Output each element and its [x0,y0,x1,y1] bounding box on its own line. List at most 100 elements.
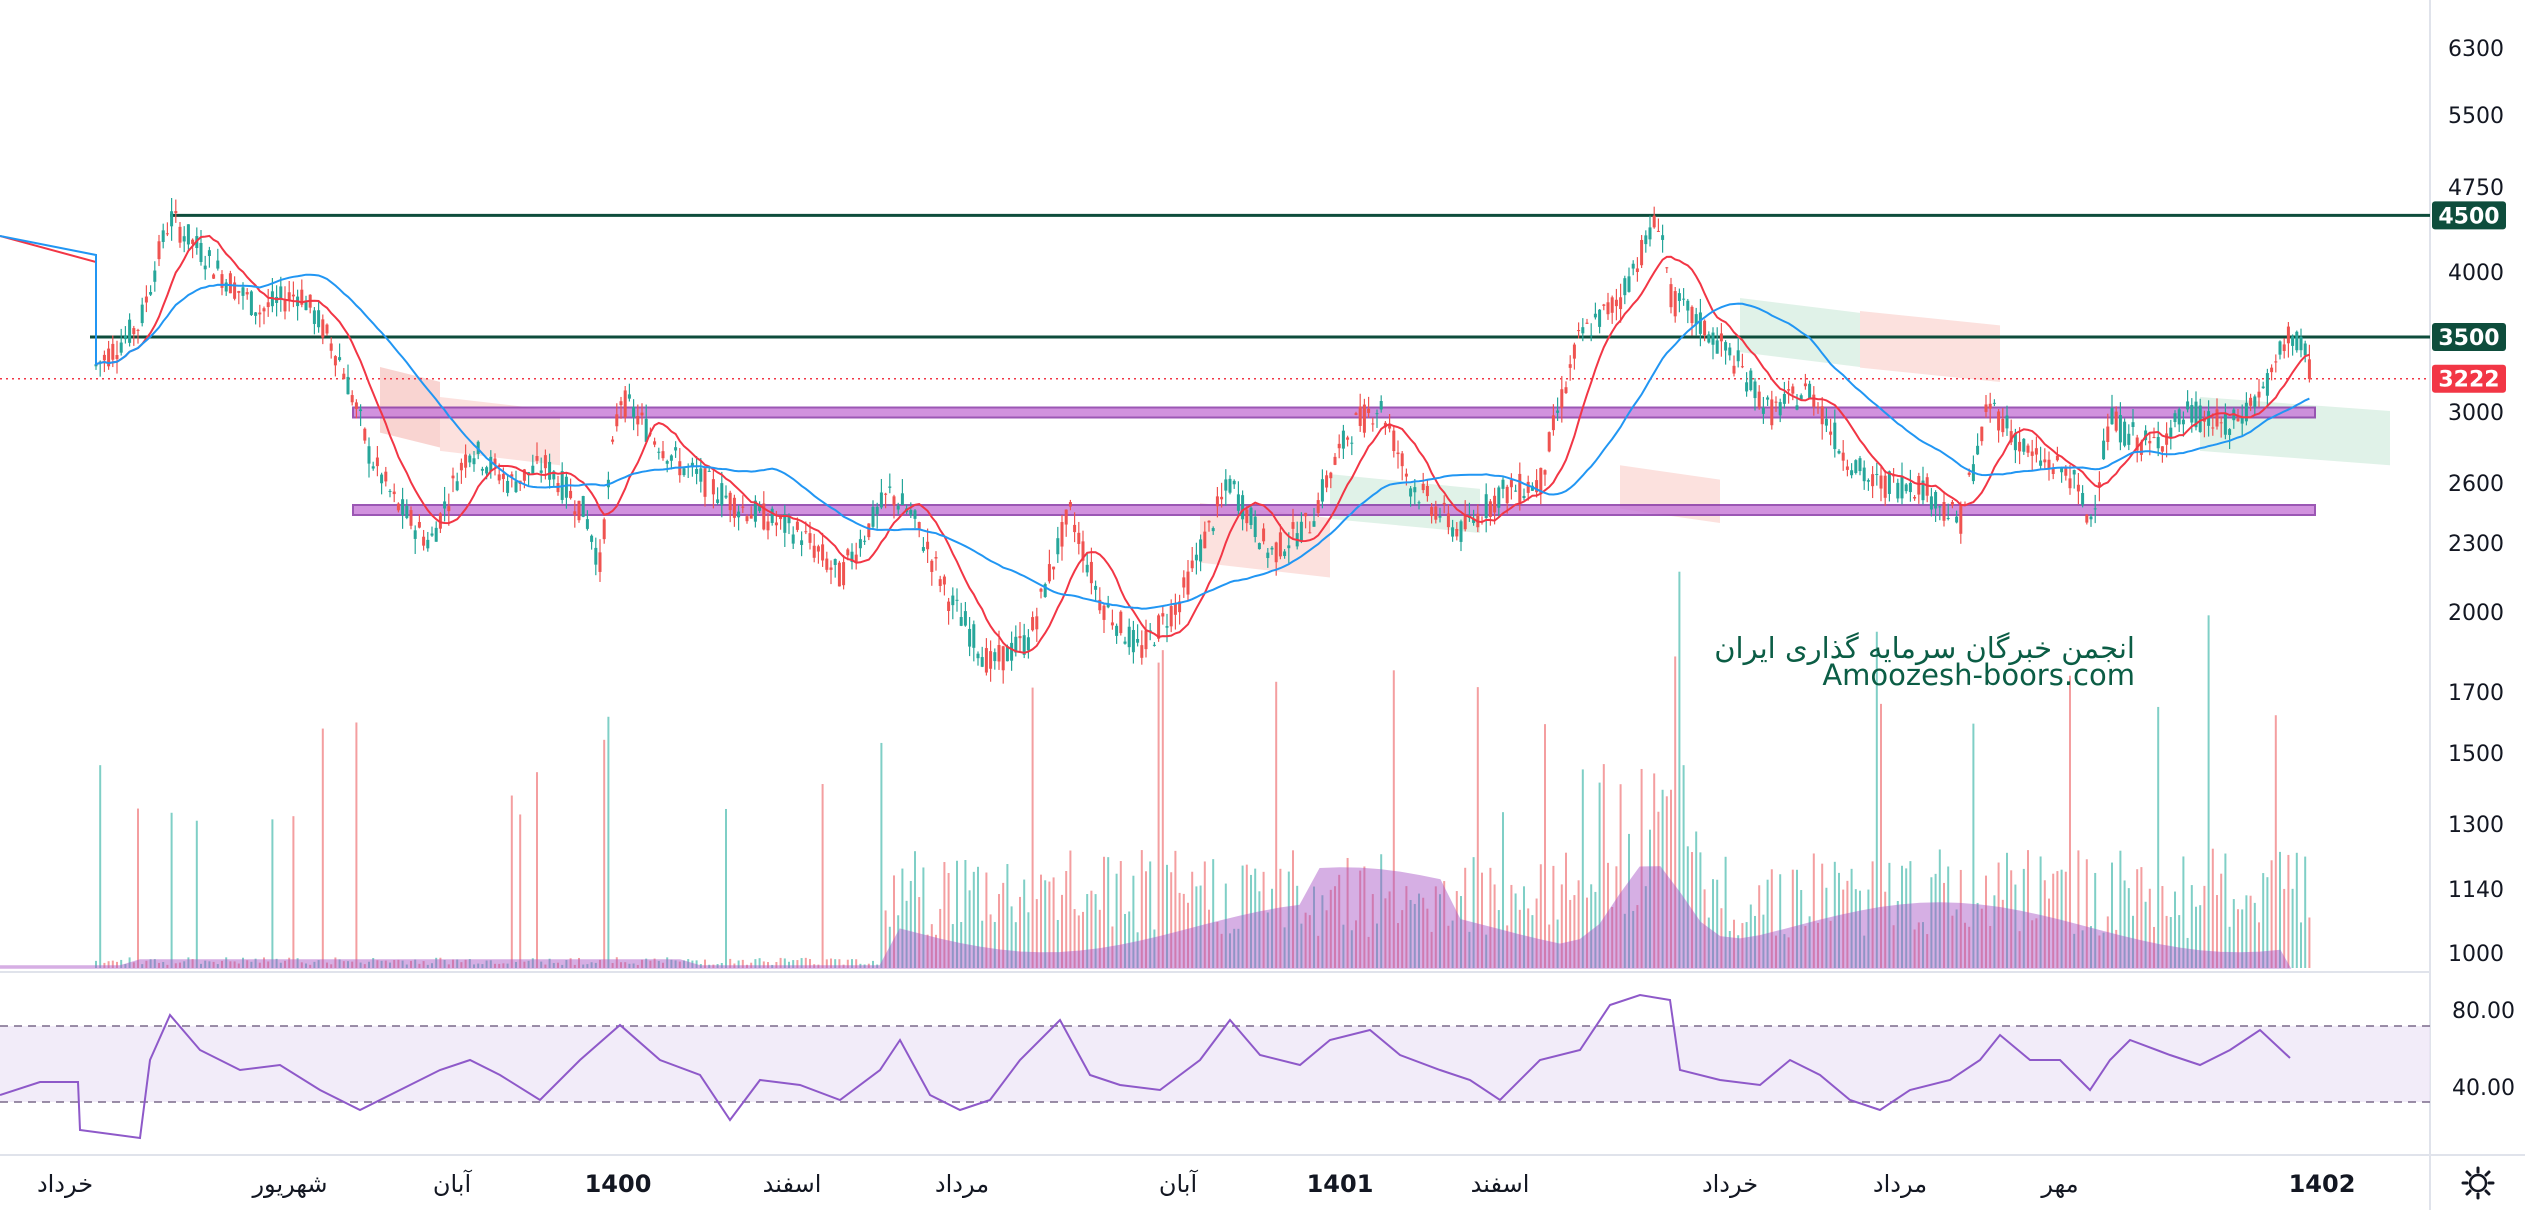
volume-bar [2169,917,2172,968]
price-axis[interactable]: 6300550047504000350030002600230020001700… [2448,37,2504,967]
candle-body [2081,493,2085,505]
volume-bar [2106,916,2109,968]
volume-bar [2001,899,2004,968]
volume-bar [216,964,219,968]
volume-bar [2211,848,2214,968]
candle-body [1808,383,1812,399]
volume-bar [1686,846,1689,968]
candle-body [1530,485,1534,491]
volume-bar [666,957,669,968]
volume-bar [1691,852,1693,968]
volume-bar [195,820,198,968]
candle-body [522,469,526,481]
candle-body [338,357,342,361]
candle-body [1522,495,1526,499]
volume-bar [590,962,593,968]
volume-bar [708,964,711,968]
candle-body [480,468,484,471]
candle-body [291,294,295,297]
support-zone[interactable] [352,406,2316,419]
volume-bar [1804,925,1807,968]
volume-bar [1733,919,1735,968]
candle-body [216,260,220,269]
candle-body [602,519,606,540]
candle-body [2131,422,2135,427]
candle-body [2127,433,2131,445]
volume-bar [876,964,879,968]
candle-body [401,499,405,516]
candle-body [2068,478,2072,489]
volume-bar [1334,886,1336,968]
rsi-band [0,1026,2430,1102]
volume-bar [1875,631,1878,968]
volume-bar [641,959,643,968]
volume-bar [1632,910,1635,968]
volume-bar [628,963,631,968]
horizontal-levels[interactable] [0,213,2430,380]
volume-bar [981,920,984,968]
candle-body [1543,470,1547,475]
price-tick: 4750 [2448,176,2504,201]
gear-icon[interactable] [2461,1166,2495,1200]
candle-body [174,211,178,214]
volume-bar [754,959,757,968]
volume-bar [2140,867,2143,968]
candle-body [220,274,224,288]
cloud-segment [1860,311,2000,382]
candle-body [1707,334,1711,343]
volume-bar [128,957,131,968]
price-tick: 2000 [2448,601,2504,626]
candle-body [938,579,942,586]
candle-body [241,287,245,296]
volume-bar [838,959,841,968]
candle-body [1077,532,1081,544]
volume-bar [2287,854,2290,968]
volume-bar [1069,850,1072,968]
volume-bar [863,964,866,968]
candle-body [1014,636,1018,653]
volume-bar [1443,881,1446,968]
candle-body [1068,502,1072,507]
candle-body [1518,473,1522,503]
volume-bar [510,795,513,968]
candle-body [774,522,778,526]
volume-bar [1497,910,1500,968]
candle-body [1325,475,1329,488]
candle-body [1203,531,1207,549]
candle-body [1106,604,1110,608]
volume-bar [1250,874,1252,968]
candle-body [1858,458,1862,472]
volume-bar [1178,892,1181,968]
volume-bar [531,958,534,968]
time-tick: 1402 [2289,1170,2356,1198]
volume-bar [914,851,916,968]
volume-bar [1317,935,1320,968]
volume-bar [1527,908,1530,968]
candle-body [711,479,715,495]
candle-body [724,495,728,498]
candle-body [153,270,157,282]
candle-body [1875,473,1879,475]
volume-bar [880,742,883,968]
volume-bar [1695,831,1698,968]
candle-body [623,390,627,418]
candle-body [917,522,921,529]
candle-body [1371,423,1375,425]
volume-bar [2094,872,2097,968]
volume-bar [1808,916,1811,968]
candle-body [1253,516,1257,538]
candle-body [191,239,195,244]
volume-bar [842,964,845,968]
volume-bar [653,958,656,968]
volume-bar [1191,871,1194,968]
candle-body [485,467,489,474]
volume-bar [1611,906,1614,968]
time-axis[interactable]: خرداد شهریور آبان 1400 اسفند مرداد آبان 1401 اسف… [37,1169,2355,1198]
volume-bar [2027,850,2029,968]
volume-bar [431,963,433,968]
volume-bar [1170,872,1173,968]
volume-bar [905,900,908,968]
volume-bar [851,959,853,968]
volume-bar [1401,910,1404,968]
